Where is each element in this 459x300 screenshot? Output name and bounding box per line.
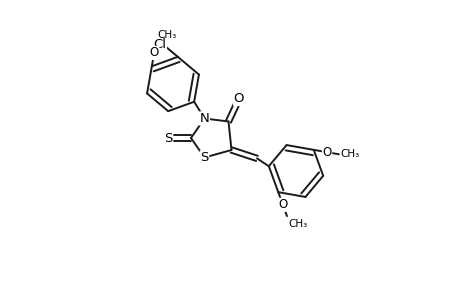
Text: O: O: [322, 146, 331, 159]
Text: S: S: [164, 131, 172, 145]
Text: O: O: [233, 92, 244, 106]
Text: Cl: Cl: [153, 38, 166, 51]
Text: O: O: [278, 198, 287, 211]
Text: S: S: [200, 151, 208, 164]
Text: CH₃: CH₃: [288, 218, 307, 229]
Text: CH₃: CH₃: [340, 149, 359, 159]
Text: N: N: [199, 112, 209, 125]
Text: O: O: [149, 46, 158, 59]
Text: CH₃: CH₃: [157, 30, 177, 40]
